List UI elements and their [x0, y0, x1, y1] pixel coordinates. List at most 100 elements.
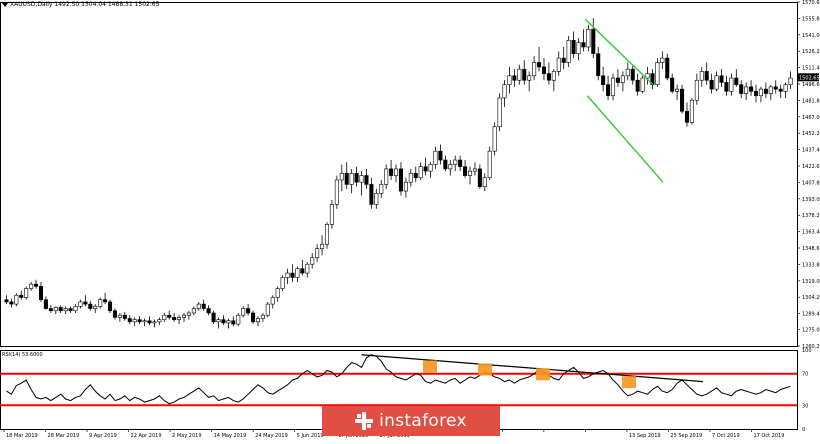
- bull-candle: [265, 303, 270, 316]
- bull-candle: [280, 277, 285, 289]
- x-tick-label: 22 Apr 2019: [131, 433, 162, 439]
- bear-candle: [251, 312, 256, 323]
- bear-candle: [4, 299, 9, 303]
- bull-candle: [418, 166, 423, 179]
- bull-candle: [142, 320, 147, 323]
- x-tick-label: 25 Sep 2019: [670, 433, 702, 439]
- bear-candle: [43, 299, 48, 309]
- bear-candle: [719, 75, 724, 83]
- price-y-tick-label: 1393.00: [802, 197, 820, 203]
- price-y-tick-label: 1467.00: [802, 115, 820, 121]
- bull-candle: [645, 73, 650, 79]
- price-y-tick-label: 1289.40: [802, 312, 820, 318]
- bull-candle: [14, 294, 19, 305]
- bear-candle: [211, 312, 216, 323]
- price-y-tick-label: 1570.60: [802, 0, 820, 6]
- x-tick-label: 5 Jun 2019: [297, 433, 324, 439]
- bear-candle: [438, 150, 443, 161]
- symbol-header: XAUUSD,Daily 1492.50 1504.04 1488.31 150…: [2, 1, 159, 8]
- bear-candle: [680, 88, 685, 112]
- bull-candle: [29, 283, 34, 289]
- bear-candle: [635, 79, 640, 92]
- bull-candle: [255, 318, 260, 323]
- x-tick-label: 17 Oct 2019: [753, 433, 784, 439]
- bull-candle: [53, 307, 58, 312]
- bull-candle: [556, 57, 561, 72]
- bull-candle: [117, 314, 122, 318]
- rsi-y-tick-label: 30: [802, 403, 808, 409]
- bull-candle: [295, 268, 300, 278]
- bull-candle: [186, 312, 191, 316]
- bull-candle: [275, 288, 280, 298]
- bear-candle: [167, 314, 172, 318]
- rsi-header: RSI(14) 53.6000: [2, 352, 43, 358]
- bull-candle: [428, 164, 433, 172]
- x-tick-label: 13 Sep 2019: [629, 433, 661, 439]
- bear-candle: [221, 319, 226, 324]
- bear-candle: [172, 317, 177, 320]
- bull-candle: [260, 314, 265, 319]
- bear-candle: [9, 301, 14, 305]
- bull-candle: [689, 99, 694, 123]
- bull-candle: [448, 164, 453, 170]
- bull-candle: [768, 86, 773, 94]
- bear-candle: [581, 42, 586, 48]
- bull-candle: [349, 173, 354, 185]
- price-y-tick-label: 1541.00: [802, 33, 820, 39]
- bear-candle: [739, 84, 744, 94]
- bear-candle: [127, 318, 132, 323]
- bear-candle: [423, 166, 428, 172]
- bear-candle: [38, 286, 44, 300]
- bear-candle: [137, 319, 142, 323]
- bear-candle: [389, 168, 394, 176]
- rsi-touch-marker: [536, 368, 550, 381]
- bear-candle: [48, 308, 53, 312]
- bull-candle: [576, 42, 581, 54]
- bull-candle: [655, 62, 660, 85]
- bear-candle: [571, 40, 576, 54]
- x-tick-label: 17 Jun 2019: [338, 433, 368, 439]
- bear-candle: [107, 301, 113, 312]
- price-y-tick-label: 1348.60: [802, 246, 820, 252]
- rsi-line: [6, 354, 791, 405]
- bull-candle: [324, 224, 330, 245]
- price-y-tick-label: 1555.80: [802, 16, 820, 22]
- bull-candle: [226, 320, 231, 324]
- bull-candle: [788, 77, 793, 85]
- bear-candle: [596, 53, 601, 77]
- bull-candle: [162, 314, 167, 320]
- bull-candle: [78, 301, 83, 307]
- bull-candle: [527, 75, 532, 81]
- bear-candle: [58, 307, 63, 312]
- bull-candle: [236, 314, 241, 325]
- bull-candle: [285, 272, 290, 278]
- bear-candle: [34, 283, 39, 287]
- bull-candle: [181, 314, 187, 318]
- price-panel-frame: [0, 2, 798, 347]
- price-y-tick-label: 1452.20: [802, 131, 820, 137]
- bull-candle: [694, 79, 699, 101]
- symbol-line: XAUUSD,Daily 1492.50 1504.04 1488.31 150…: [10, 1, 160, 8]
- price-y-tick-label: 1496.60: [802, 82, 820, 88]
- price-y-tick-label: 1319.00: [802, 279, 820, 285]
- current-price-tag: [797, 73, 819, 82]
- bear-candle: [300, 268, 305, 274]
- bull-candle: [305, 263, 310, 274]
- price-y-tick-label: 1260.20: [802, 344, 820, 350]
- price-y-tick-label: 1378.20: [802, 213, 820, 219]
- bear-candle: [724, 82, 729, 92]
- bull-candle: [507, 75, 512, 85]
- bull-candle: [403, 181, 408, 192]
- bull-candle: [374, 192, 379, 205]
- bear-candle: [413, 173, 418, 179]
- bear-candle: [19, 294, 24, 298]
- bull-candle: [241, 308, 246, 316]
- bull-candle: [132, 319, 137, 323]
- watermark-text: instaforex: [379, 411, 467, 431]
- bull-candle: [334, 179, 339, 205]
- price-y-tick-label: 1422.60: [802, 164, 820, 170]
- bull-candle: [216, 319, 221, 323]
- x-tick-label: 9 Apr 2019: [89, 433, 117, 439]
- bear-candle: [364, 175, 369, 185]
